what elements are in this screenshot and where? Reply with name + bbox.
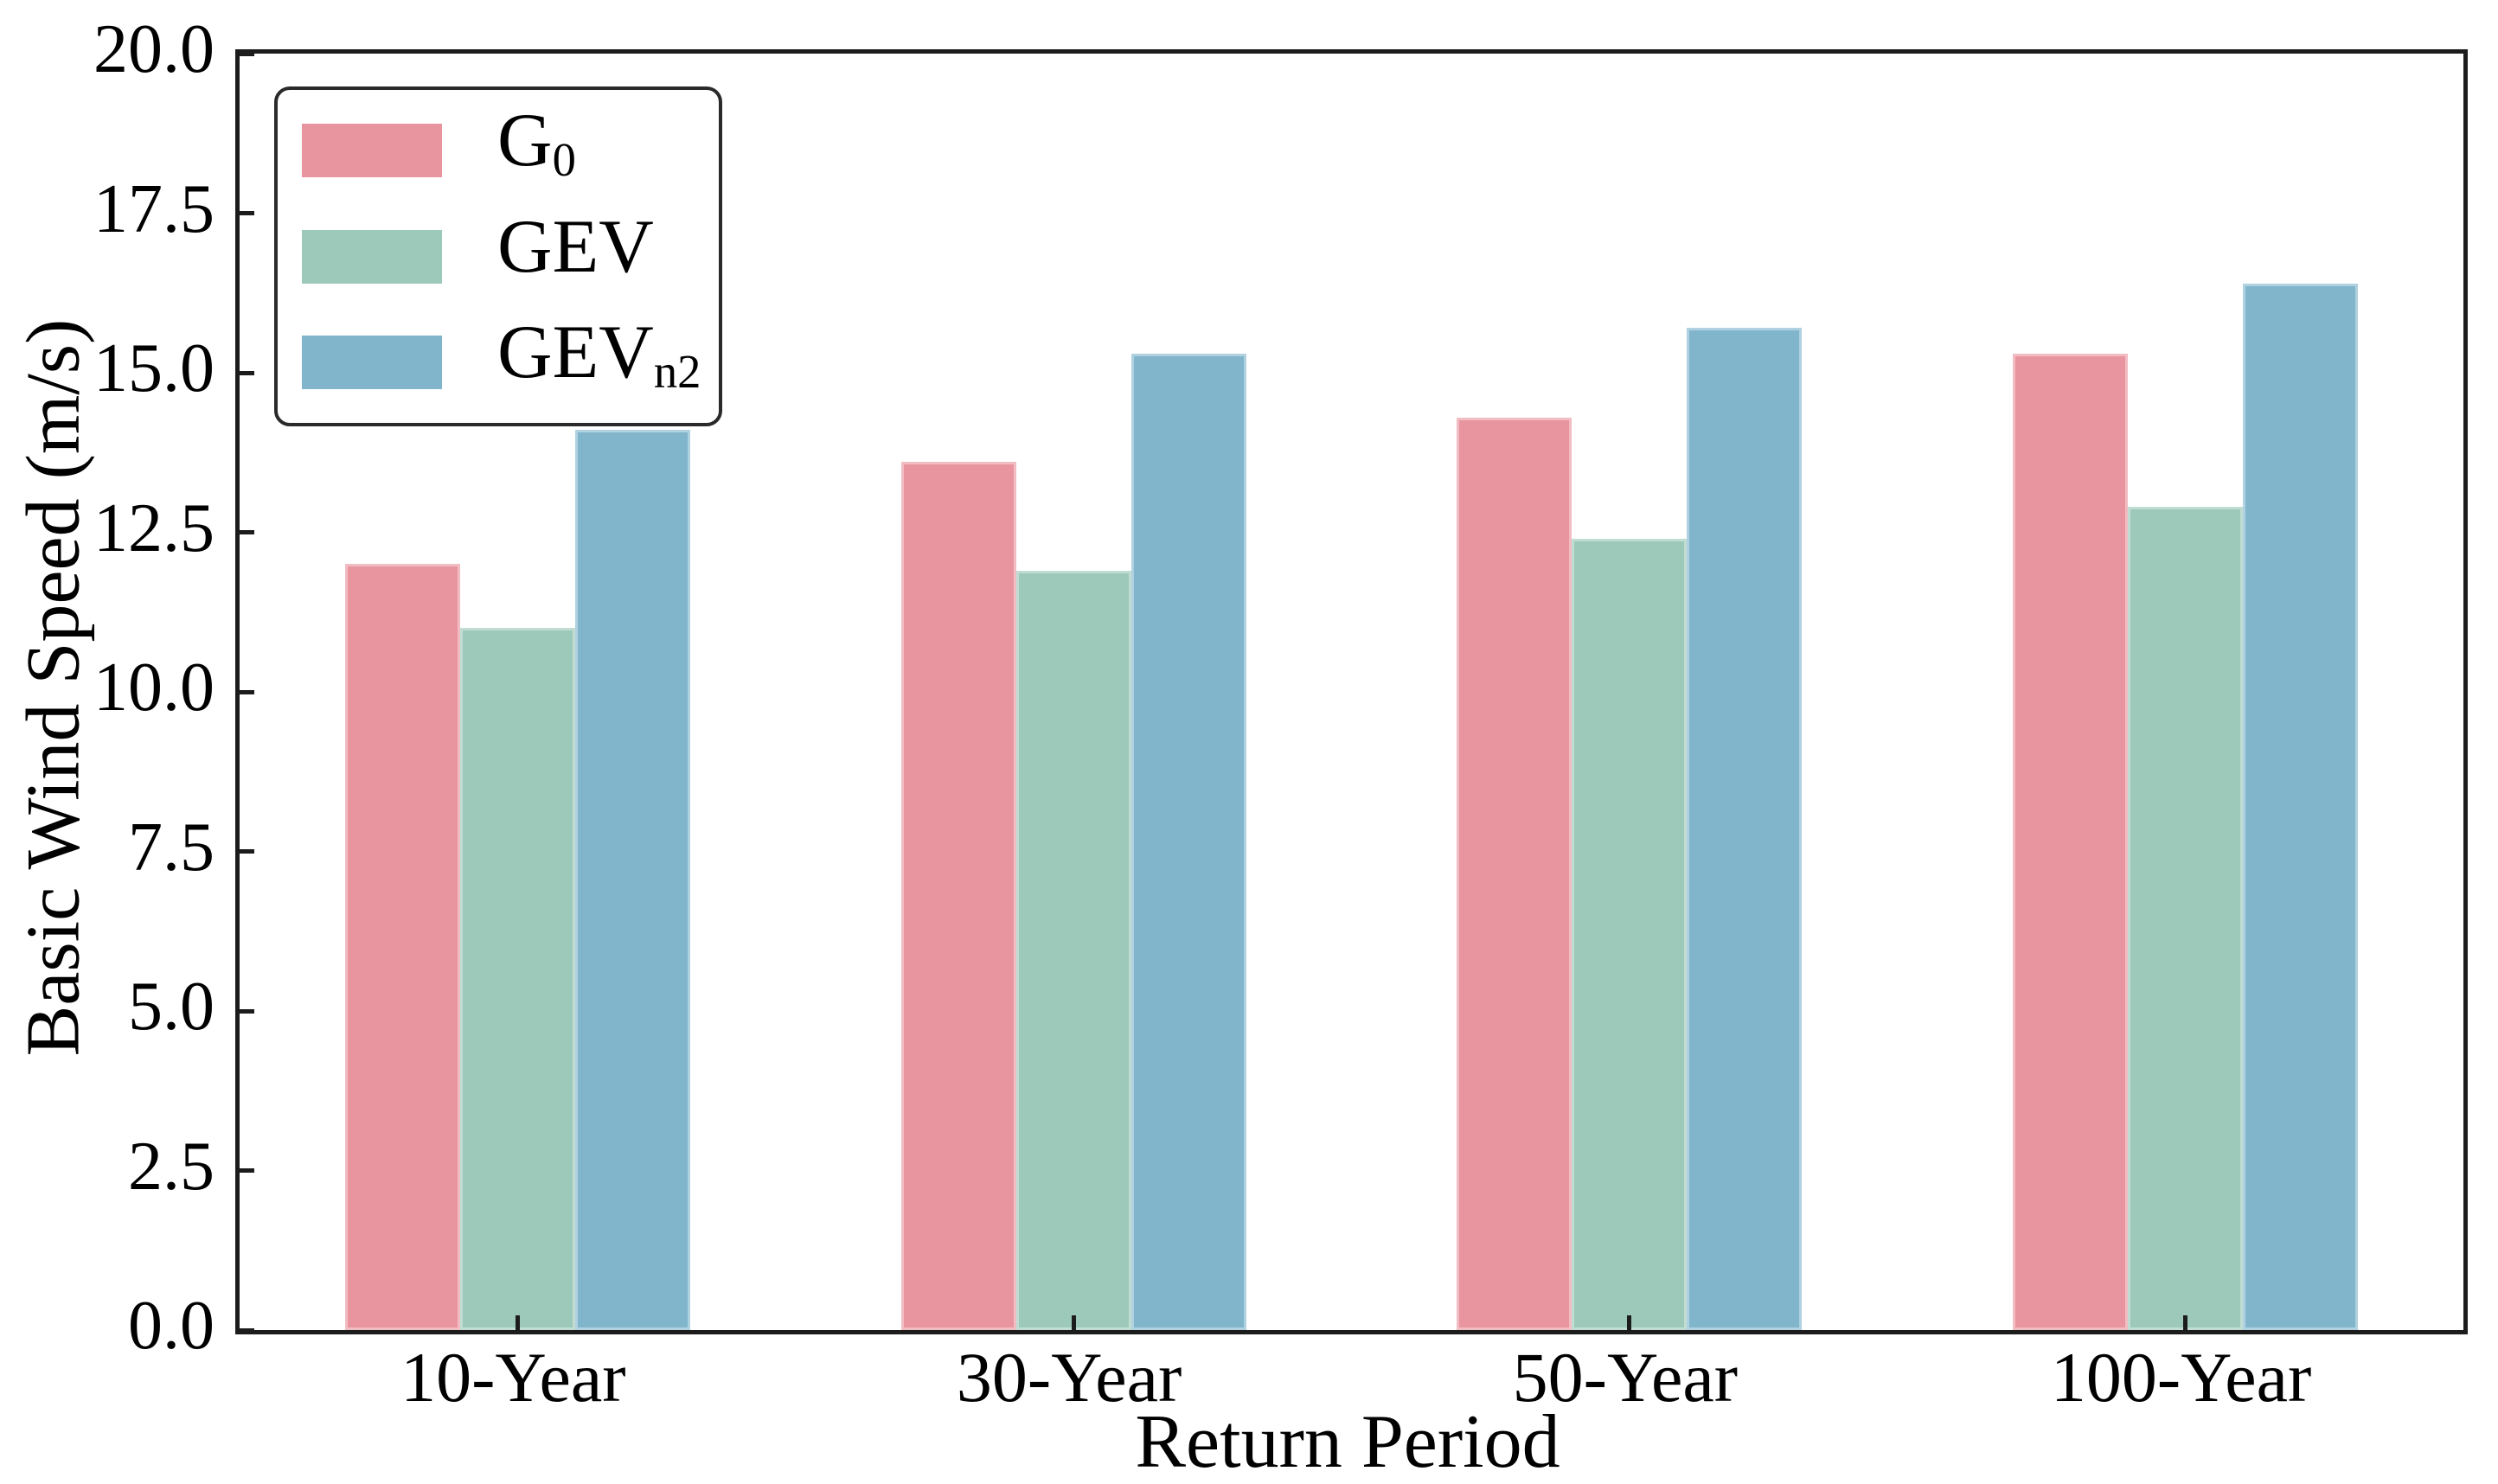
bar-G0-50-Year	[1457, 417, 1572, 1330]
y-axis-label: Basic Wind Speed (m/s)	[11, 318, 96, 1057]
bar-GEVn2-100-Year	[2243, 283, 2359, 1330]
y-axis-tick	[240, 689, 254, 694]
x-axis-tick	[2183, 1315, 2188, 1330]
y-axis-tick	[240, 849, 254, 854]
bar-G0-10-Year	[344, 564, 460, 1330]
x-axis-tick	[1627, 1315, 1632, 1330]
bar-GEV-100-Year	[2128, 506, 2244, 1330]
x-axis-tick-label: 50-Year	[1512, 1338, 1739, 1417]
y-axis-tick-label: 0.0	[128, 1288, 215, 1364]
y-axis-tick-label: 20.0	[93, 11, 215, 87]
y-axis-tick	[240, 1327, 254, 1333]
legend-swatch	[302, 336, 442, 390]
legend-item-label: GEVn2	[497, 311, 701, 413]
y-axis-tick	[240, 530, 254, 534]
x-axis-tick-label: 30-Year	[956, 1338, 1182, 1417]
y-axis-tick	[240, 51, 254, 56]
bar-GEVn2-10-Year	[574, 430, 690, 1330]
plot-area: G0 GEV GEVn2	[235, 49, 2468, 1334]
x-axis-tick-label: 10-Year	[400, 1338, 626, 1417]
y-axis-tick-label: 2.5	[128, 1128, 215, 1205]
legend: G0 GEV GEVn2	[274, 86, 722, 426]
bar-G0-100-Year	[2013, 353, 2129, 1330]
x-axis-tick	[515, 1315, 520, 1330]
legend-swatch	[302, 229, 442, 284]
legend-label-subscript: 0	[552, 132, 576, 186]
bar-GEV-10-Year	[459, 628, 575, 1330]
y-axis-tick	[240, 1008, 254, 1014]
y-axis-tick-label: 7.5	[128, 809, 215, 886]
x-axis-tick	[1071, 1315, 1076, 1330]
legend-label-main: GEV	[497, 204, 654, 289]
legend-swatch	[302, 123, 442, 177]
x-axis-label: Return Period	[1135, 1400, 1560, 1484]
legend-label-subscript: n2	[653, 345, 701, 399]
legend-label-main: GEV	[497, 310, 654, 395]
x-axis-tick-label: 100-Year	[2050, 1338, 2312, 1417]
bar-GEVn2-30-Year	[1131, 353, 1246, 1330]
y-axis-tick	[240, 211, 254, 215]
bar-GEV-30-Year	[1015, 570, 1131, 1330]
legend-label-main: G	[497, 98, 553, 182]
y-axis-tick-label: 10.0	[93, 649, 215, 726]
legend-item-label: GEV	[497, 204, 654, 308]
y-axis-tick-label: 12.5	[93, 489, 215, 566]
bar-GEV-50-Year	[1572, 538, 1688, 1330]
legend-item-label: G0	[497, 99, 576, 201]
y-axis-tick	[240, 370, 254, 375]
y-axis-tick-label: 17.5	[93, 170, 215, 247]
legend-item: GEV	[302, 204, 719, 308]
y-axis-tick-label: 5.0	[128, 969, 215, 1045]
y-axis-tick	[240, 1168, 254, 1173]
bar-G0-30-Year	[900, 462, 1016, 1330]
y-axis-tick-label: 15.0	[93, 330, 215, 406]
legend-item: G0	[302, 99, 719, 201]
legend-item: GEVn2	[302, 311, 719, 413]
bar-GEVn2-50-Year	[1687, 328, 1803, 1330]
